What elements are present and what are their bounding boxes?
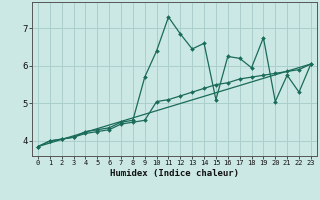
X-axis label: Humidex (Indice chaleur): Humidex (Indice chaleur)	[110, 169, 239, 178]
